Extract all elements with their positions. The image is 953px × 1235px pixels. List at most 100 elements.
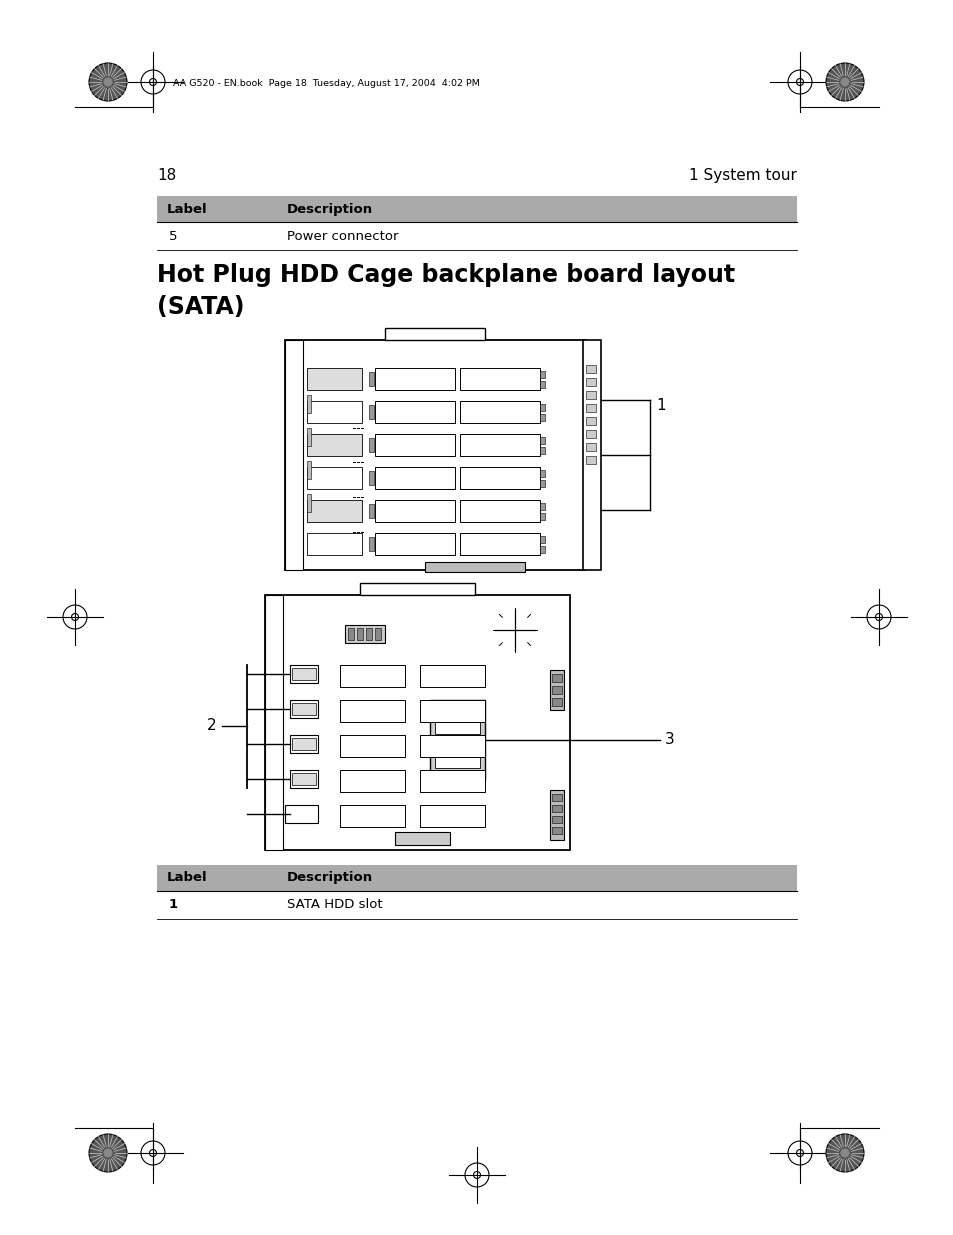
Circle shape	[548, 542, 551, 546]
Circle shape	[840, 1149, 848, 1157]
Circle shape	[295, 538, 298, 541]
Bar	[552, 827, 561, 834]
Bar	[307, 534, 361, 555]
Bar	[539, 404, 544, 411]
Bar	[307, 494, 311, 513]
Bar	[375, 467, 455, 489]
Bar	[459, 534, 539, 555]
Text: 2: 2	[207, 719, 216, 734]
Bar	[419, 664, 484, 687]
Text: (SATA): (SATA)	[157, 295, 244, 319]
Text: 1: 1	[169, 899, 178, 911]
Circle shape	[825, 1134, 863, 1172]
Bar	[375, 534, 455, 555]
Bar	[539, 370, 544, 378]
Bar	[290, 700, 317, 718]
Circle shape	[429, 836, 433, 840]
Text: Power connector: Power connector	[287, 230, 398, 242]
Bar	[307, 500, 361, 522]
Bar	[459, 401, 539, 424]
Circle shape	[89, 63, 127, 101]
Circle shape	[289, 438, 293, 441]
Bar	[585, 391, 596, 399]
Bar	[292, 739, 315, 750]
Bar	[539, 503, 544, 510]
Bar	[366, 629, 372, 640]
Circle shape	[315, 493, 318, 495]
Bar	[430, 700, 484, 781]
Text: 1: 1	[656, 398, 665, 412]
Text: 1 System tour: 1 System tour	[688, 168, 796, 183]
Circle shape	[488, 358, 492, 362]
Bar	[552, 794, 561, 802]
Circle shape	[555, 420, 558, 424]
Bar	[419, 700, 484, 722]
Circle shape	[555, 408, 558, 411]
Circle shape	[271, 666, 274, 668]
Circle shape	[289, 383, 293, 385]
Circle shape	[295, 510, 298, 514]
Circle shape	[504, 620, 524, 640]
Circle shape	[289, 452, 293, 456]
Bar	[539, 480, 544, 487]
Bar	[375, 629, 380, 640]
Bar	[285, 340, 303, 571]
Circle shape	[289, 425, 293, 427]
Circle shape	[271, 709, 274, 713]
Bar	[550, 790, 563, 840]
Bar	[339, 700, 405, 722]
Circle shape	[477, 358, 481, 362]
Bar	[307, 401, 361, 424]
Circle shape	[840, 78, 848, 86]
Circle shape	[289, 368, 293, 372]
Circle shape	[319, 493, 322, 495]
Bar	[157, 196, 796, 222]
Circle shape	[89, 1134, 127, 1172]
Bar	[369, 504, 374, 517]
Circle shape	[295, 496, 298, 499]
Bar	[290, 664, 317, 683]
Bar	[550, 671, 563, 710]
Bar	[539, 536, 544, 543]
Circle shape	[548, 477, 551, 479]
Bar	[375, 500, 455, 522]
Bar	[539, 437, 544, 445]
Bar	[395, 832, 450, 845]
Circle shape	[825, 63, 863, 101]
Circle shape	[548, 378, 551, 380]
Bar	[339, 805, 405, 827]
Circle shape	[323, 459, 326, 462]
Circle shape	[271, 643, 274, 646]
Circle shape	[319, 426, 322, 430]
Bar	[552, 698, 561, 706]
Circle shape	[548, 443, 551, 447]
Bar	[419, 769, 484, 792]
Bar	[539, 382, 544, 388]
Bar	[369, 537, 374, 551]
Circle shape	[271, 688, 274, 690]
Bar	[539, 447, 544, 454]
Circle shape	[289, 467, 293, 469]
Bar	[369, 405, 374, 419]
Text: AA G520 - EN.book  Page 18  Tuesday, August 17, 2004  4:02 PM: AA G520 - EN.book Page 18 Tuesday, Augus…	[172, 79, 479, 88]
Circle shape	[289, 396, 293, 399]
Circle shape	[457, 553, 461, 557]
Bar	[552, 685, 561, 694]
Circle shape	[548, 410, 551, 414]
Bar	[585, 366, 596, 373]
Bar	[339, 769, 405, 792]
Bar	[539, 414, 544, 421]
Bar	[419, 805, 484, 827]
Bar	[375, 401, 455, 424]
Text: Hot Plug HDD Cage backplane board layout: Hot Plug HDD Cage backplane board layout	[157, 263, 735, 287]
Bar	[292, 668, 315, 680]
Circle shape	[497, 358, 501, 362]
Bar	[265, 595, 283, 850]
Circle shape	[104, 1149, 112, 1157]
Bar	[435, 705, 479, 718]
Circle shape	[555, 394, 558, 398]
Bar	[307, 433, 361, 456]
Bar	[552, 674, 561, 682]
Bar	[307, 461, 311, 479]
Bar	[339, 664, 405, 687]
